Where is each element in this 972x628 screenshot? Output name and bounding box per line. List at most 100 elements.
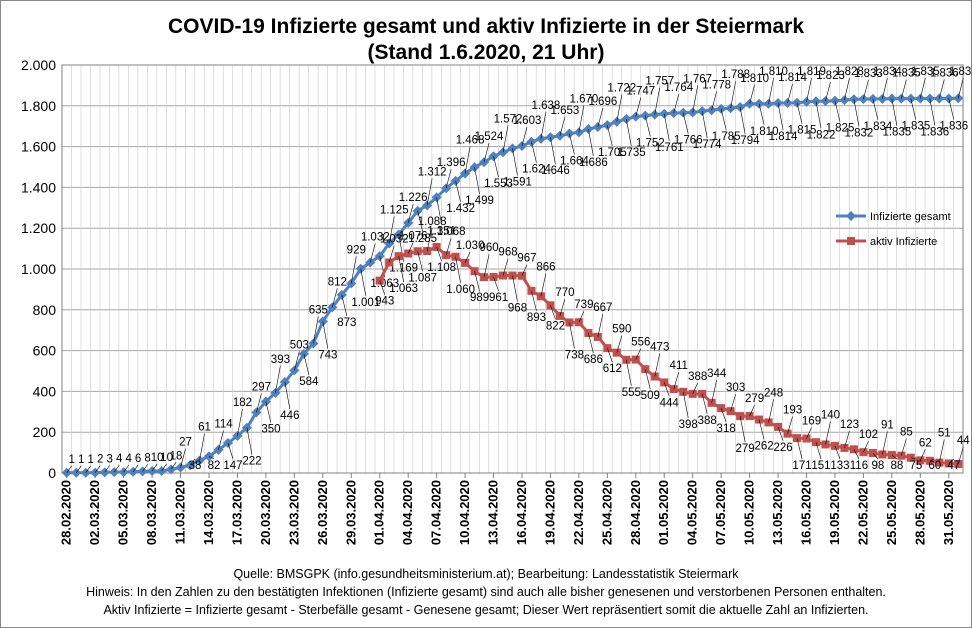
data-label-leader bbox=[825, 421, 831, 445]
data-label-leader bbox=[834, 100, 841, 122]
data-label-leader bbox=[948, 98, 955, 120]
data-label-leader bbox=[85, 465, 91, 473]
data-label-leader bbox=[910, 98, 917, 120]
data-label: 1.060 bbox=[446, 284, 475, 296]
data-label: 88 bbox=[890, 460, 903, 472]
data-label: 1.837 bbox=[949, 66, 972, 78]
data-label-leader bbox=[938, 439, 945, 463]
data-label: 1.836 bbox=[930, 67, 959, 79]
data-label-leader bbox=[474, 271, 480, 292]
data-label: 556 bbox=[631, 337, 650, 349]
data-label-leader bbox=[758, 419, 765, 440]
x-tick-label: 26.03.2020 bbox=[315, 480, 330, 545]
data-label-leader bbox=[882, 77, 888, 99]
x-tick-label: 07.05.2020 bbox=[713, 480, 728, 545]
data-label: 739 bbox=[574, 299, 593, 311]
data-label: 444 bbox=[660, 397, 680, 409]
data-label: 1.646 bbox=[541, 165, 570, 177]
data-label-leader bbox=[901, 438, 907, 456]
data-label: 1.822 bbox=[807, 129, 836, 141]
data-label-leader bbox=[464, 251, 471, 264]
data-label-leader bbox=[379, 280, 386, 295]
data-label: 1.788 bbox=[721, 69, 750, 81]
data-label: 1.778 bbox=[702, 79, 731, 91]
y-tick-label: 1.800 bbox=[21, 98, 56, 114]
data-label: 822 bbox=[546, 320, 565, 332]
series-layer: 1 1 1 2 3 4 4 6 8 1010182738618211414718222229735… bbox=[61, 66, 972, 478]
data-label: 635 bbox=[309, 304, 328, 316]
data-label-leader bbox=[701, 111, 708, 139]
data-label: 1.063 bbox=[389, 283, 418, 295]
data-label-leader bbox=[284, 381, 291, 410]
legend-label: Infizierte gesamt bbox=[870, 211, 951, 223]
data-label-leader bbox=[218, 430, 224, 450]
data-label-leader bbox=[569, 133, 575, 155]
data-label-leader bbox=[891, 454, 898, 460]
data-label: 555 bbox=[622, 387, 641, 399]
data-label-leader bbox=[426, 178, 433, 206]
data-label-leader bbox=[616, 94, 623, 122]
data-label: 393 bbox=[271, 354, 290, 366]
data-label-leader bbox=[474, 167, 480, 195]
data-label: 1.836 bbox=[920, 126, 949, 138]
data-label-leader bbox=[265, 401, 272, 423]
data-label-leader bbox=[607, 348, 613, 363]
data-label-leader bbox=[777, 426, 784, 441]
data-label: 1.108 bbox=[427, 262, 456, 274]
data-label: 1.785 bbox=[712, 131, 741, 143]
series-infizierte-gesamt: 1 1 1 2 3 4 4 6 8 1010182738618211414718222229735… bbox=[61, 66, 972, 478]
x-tick-label: 01.05.2020 bbox=[656, 480, 671, 545]
data-label-leader bbox=[132, 464, 139, 472]
data-label-leader bbox=[607, 125, 613, 147]
data-label-leader bbox=[929, 98, 936, 126]
data-label: 388 bbox=[688, 371, 707, 383]
data-label-leader bbox=[749, 84, 755, 104]
data-label-leader bbox=[142, 464, 148, 472]
data-label: 873 bbox=[337, 317, 356, 329]
x-tick-label: 10.04.2020 bbox=[457, 480, 472, 545]
data-label: 226 bbox=[773, 442, 792, 454]
data-label-leader bbox=[512, 275, 518, 302]
data-label-leader bbox=[692, 382, 698, 394]
data-label: 590 bbox=[612, 324, 631, 336]
data-label-leader bbox=[768, 77, 774, 104]
data-label-leader bbox=[673, 372, 680, 390]
data-label: 1.794 bbox=[731, 135, 760, 147]
data-label-leader bbox=[369, 243, 376, 263]
data-label-leader bbox=[891, 98, 898, 126]
data-label-leader bbox=[208, 456, 215, 460]
data-label: 75 bbox=[909, 460, 922, 472]
data-label: 147 bbox=[223, 460, 242, 472]
data-label-leader bbox=[483, 254, 490, 278]
x-tick-label: 13.05.2020 bbox=[770, 480, 785, 545]
x-tick-label: 01.04.2020 bbox=[372, 480, 387, 545]
x-tick-label: 23.03.2020 bbox=[286, 480, 301, 545]
data-label-leader bbox=[436, 197, 442, 225]
data-label: 1.432 bbox=[446, 203, 475, 215]
data-label-leader bbox=[588, 129, 594, 157]
data-label: 1.810 bbox=[759, 66, 788, 78]
x-tick-label: 20.03.2020 bbox=[258, 480, 273, 545]
data-label-leader bbox=[512, 148, 518, 176]
data-label-leader bbox=[540, 273, 547, 297]
x-tick-label: 25.05.2020 bbox=[884, 480, 899, 545]
data-label-leader bbox=[360, 268, 367, 296]
data-label: 1.722 bbox=[607, 83, 636, 95]
data-label-leader bbox=[161, 463, 167, 472]
data-label-leader bbox=[550, 305, 556, 320]
data-label-leader bbox=[531, 290, 537, 311]
data-label-leader bbox=[920, 77, 926, 99]
data-label: 1.087 bbox=[408, 272, 437, 284]
data-label-leader bbox=[673, 94, 680, 114]
data-label: 1.833 bbox=[854, 68, 883, 80]
data-label-leader bbox=[682, 391, 689, 418]
data-label-leader bbox=[616, 335, 623, 353]
data-label: 1.761 bbox=[655, 142, 684, 154]
data-point bbox=[592, 122, 603, 133]
data-label: 303 bbox=[726, 382, 745, 394]
data-label-leader bbox=[588, 332, 594, 354]
data-label: 1.285 bbox=[408, 233, 437, 245]
x-tick-label: 25.04.2020 bbox=[599, 480, 614, 545]
data-label: 193 bbox=[783, 405, 802, 417]
